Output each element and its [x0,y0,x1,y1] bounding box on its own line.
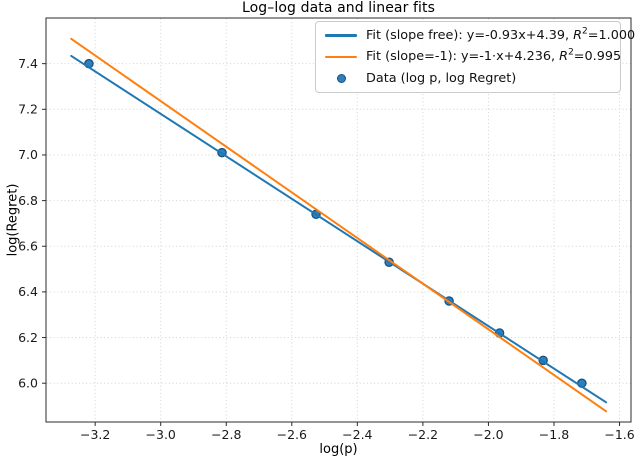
legend-item-label: Data (log p, log Regret) [366,70,517,86]
x-tick-label: −3.0 [146,427,176,442]
chart-title: Log–log data and linear fits [241,0,436,16]
x-axis-label: log(p) [319,442,358,457]
x-tick-label: −1.8 [539,427,569,442]
fit-line [70,54,608,404]
legend-marker-icon [325,73,357,83]
x-tick-label: −2.6 [277,427,307,442]
legend-line-swatch [325,55,357,59]
y-tick-label: 7.2 [18,102,38,117]
x-tick-label: −2.4 [342,427,372,442]
legend: Fit (slope free): y=-0.93x+4.39, R2=1.00… [315,21,635,93]
legend-item-label: Fit (slope=-1): y=-1·x+4.236, R2=0.995 [366,48,622,65]
legend-item-label: Fit (slope free): y=-0.93x+4.39, R2=1.00… [366,26,636,44]
fit-line [70,37,608,413]
y-tick-label: 6.8 [18,193,38,208]
y-tick-label: 7.0 [18,147,38,162]
swatch-glyph [325,55,357,59]
axes-frame [45,17,632,423]
y-axis-label: log(Regret) [5,183,21,257]
legend-line-swatch [325,34,357,37]
y-tick-label: 6.0 [18,375,38,390]
y-tick-label: 6.6 [18,239,38,254]
x-tick-label: −2.8 [211,427,241,442]
x-tick-label: −3.2 [80,427,110,442]
x-tick-label: −2.0 [473,427,503,442]
y-tick-label: 7.4 [18,56,38,71]
x-tick-label: −1.6 [604,427,634,442]
legend-item: Fit (slope free): y=-0.93x+4.39, R2=1.00… [325,25,635,46]
y-tick-label: 6.4 [18,284,38,299]
swatch-glyph [325,34,357,37]
x-tick-label: −2.2 [408,427,438,442]
legend-item: Fit (slope=-1): y=-1·x+4.236, R2=0.995 [325,46,621,67]
swatch-glyph [336,73,346,83]
legend-item: Data (log p, log Regret) [325,68,612,89]
y-tick-label: 6.2 [18,330,38,345]
